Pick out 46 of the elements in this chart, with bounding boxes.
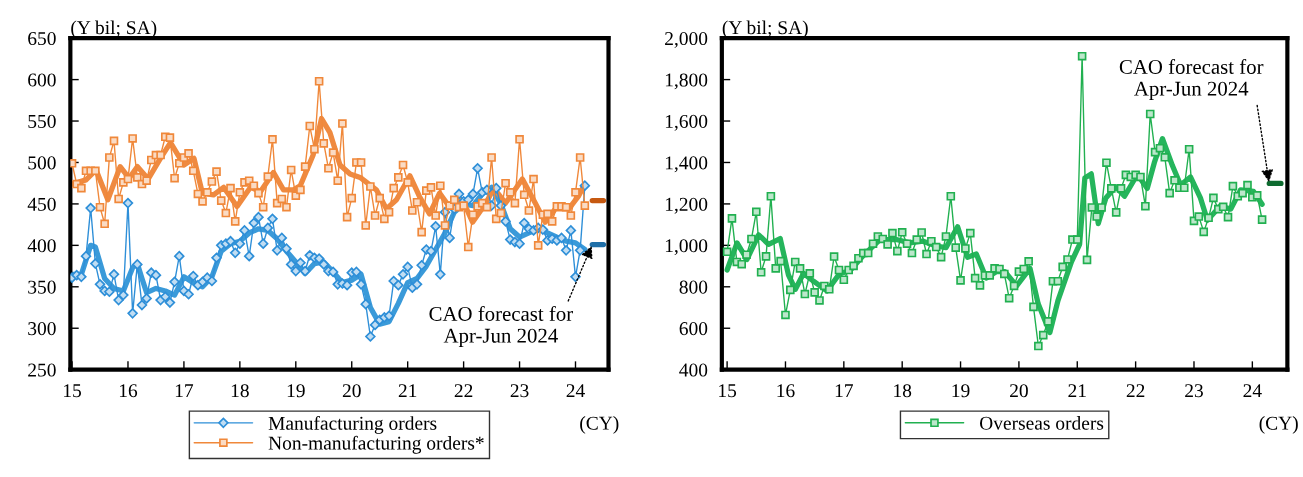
y-tick-label: 1,200 — [665, 197, 708, 214]
x-tick-label: 21 — [1068, 384, 1086, 398]
x-tick-label: 24 — [1243, 384, 1262, 398]
y-tick-label: 1,000 — [665, 239, 708, 256]
x-tick-label: 18 — [231, 384, 249, 398]
x-tick-label: 19 — [287, 384, 305, 398]
y-tick-label: 1,400 — [665, 156, 708, 173]
x-tick-label: 20 — [1010, 384, 1028, 398]
annotation: CAO forecast for Apr-Jun 2024 — [1119, 59, 1264, 100]
x-tick-label: 15 — [719, 384, 737, 398]
y-tick-label: 350 — [28, 280, 56, 294]
x-tick-label: 24 — [566, 384, 585, 398]
x-tick-label: 17 — [835, 384, 853, 398]
x-tick-label: 15 — [64, 384, 81, 398]
x-axis-title: (CY) — [580, 416, 619, 434]
x-tick-label: 22 — [454, 384, 473, 398]
y-tick-label: 1,800 — [665, 73, 708, 90]
y-tick-label: 800 — [679, 280, 708, 294]
y-tick-label: 550 — [28, 114, 56, 128]
x-tick-label: 19 — [952, 384, 970, 398]
y-tick-label: 600 — [679, 322, 708, 336]
x-tick-label: 22 — [1126, 384, 1145, 398]
y-tick-label: 400 — [679, 363, 708, 377]
y-tick-label: 250 — [28, 363, 56, 377]
x-tick-label: 16 — [777, 384, 795, 398]
x-tick-label: 23 — [510, 384, 529, 398]
x-tick-label: 21 — [398, 384, 417, 398]
y-axis-title: (Y bil; SA) — [71, 20, 157, 39]
y-tick-label: 500 — [28, 156, 56, 170]
x-tick-label: 16 — [119, 384, 138, 398]
x-tick-label: 20 — [342, 384, 361, 398]
legend-label: Non-manufacturing orders* — [268, 435, 484, 454]
y-tick-label: 300 — [28, 322, 56, 336]
x-axis-title: (CY) — [1259, 416, 1298, 434]
x-tick-label: 23 — [1185, 384, 1203, 398]
y-tick-label: 600 — [28, 73, 56, 87]
y-tick-label: 1,600 — [665, 114, 708, 131]
x-tick-label: 17 — [175, 384, 194, 398]
legend-label: Manufacturing orders — [268, 415, 437, 434]
y-tick-label: 400 — [27, 239, 56, 253]
y-tick-label: 450 — [27, 197, 56, 211]
annotation: CAO forecast for Apr-Jun 2024 — [429, 306, 573, 347]
y-tick-label: 2,000 — [665, 31, 708, 48]
legend-label: Overseas orders — [979, 416, 1104, 430]
y-tick-label: 650 — [28, 31, 56, 46]
x-tick-label: 18 — [894, 384, 912, 398]
